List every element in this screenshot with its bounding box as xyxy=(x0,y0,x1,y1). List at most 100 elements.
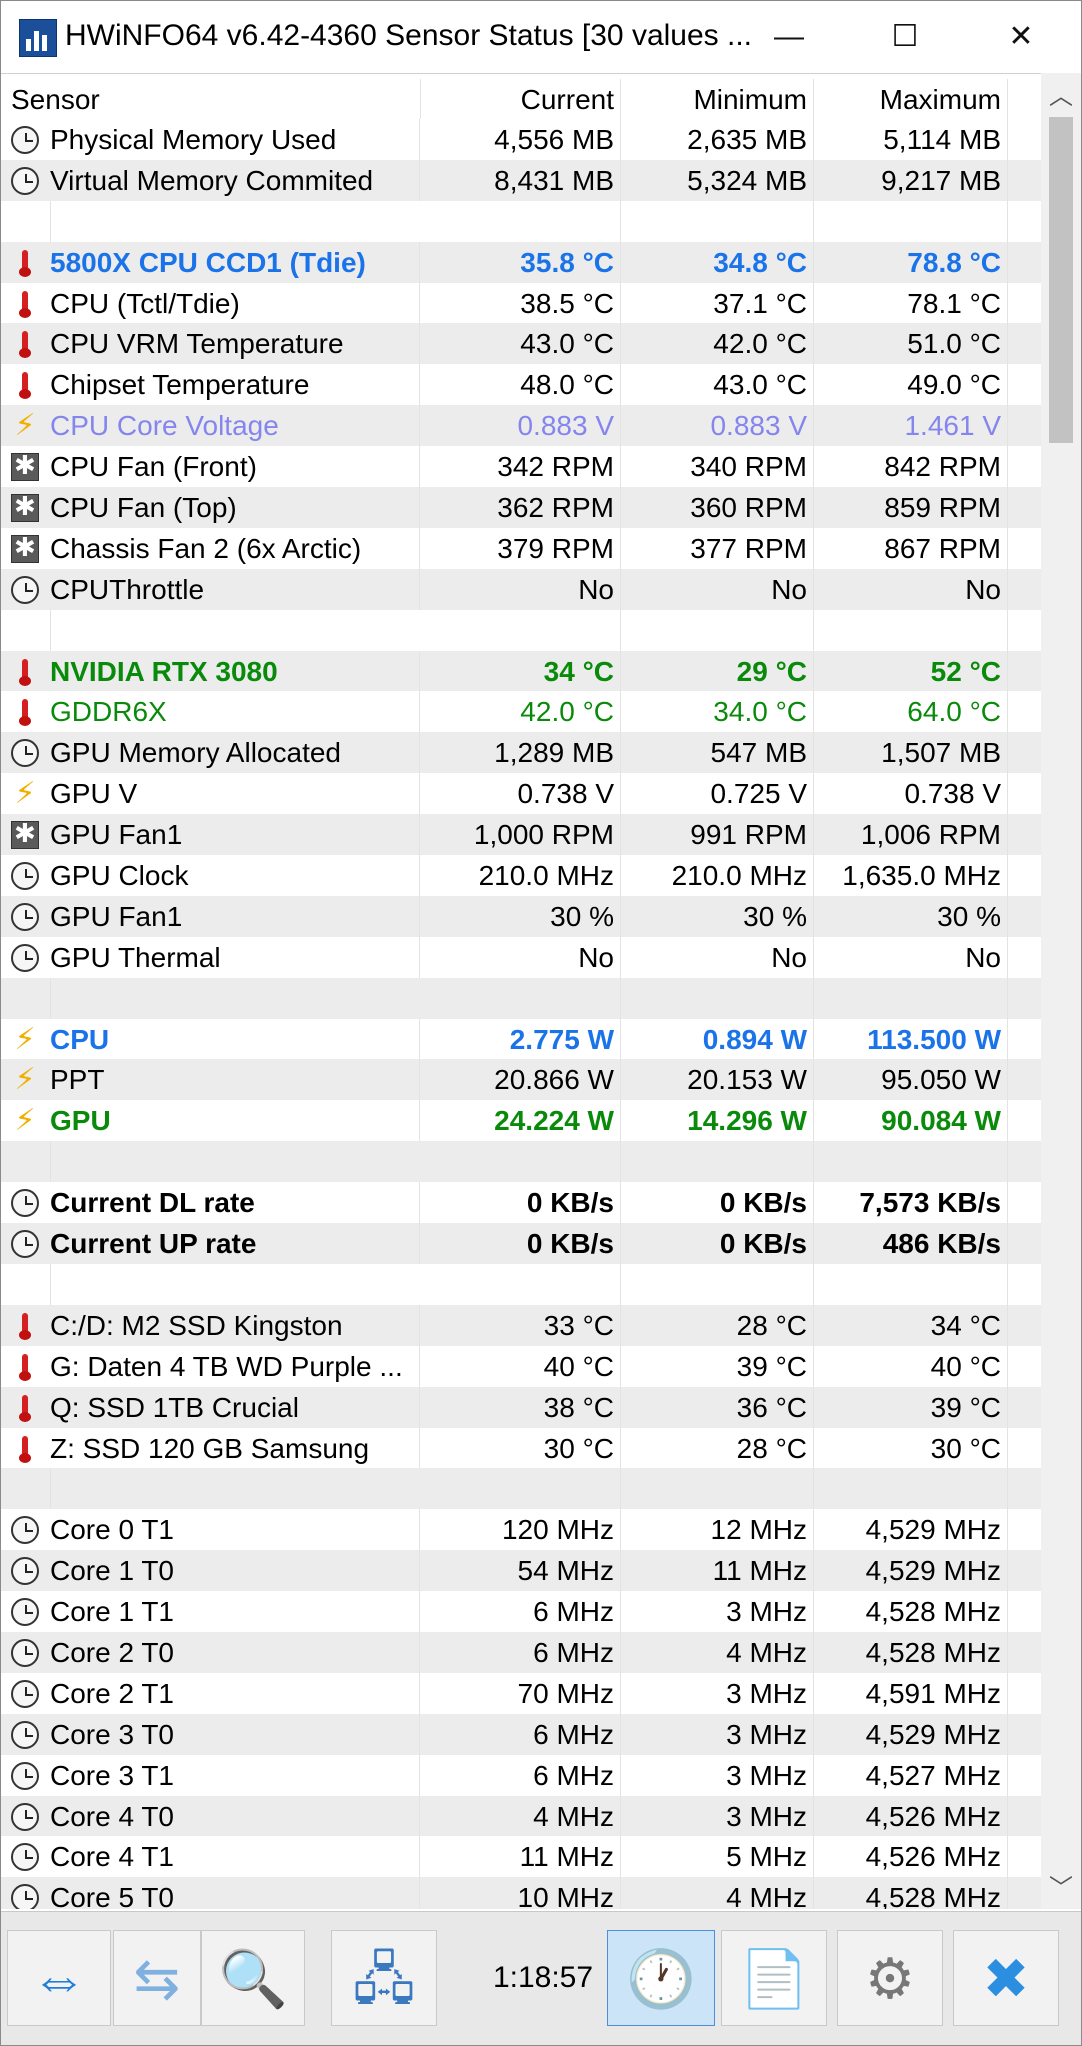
sensor-row[interactable]: ⚡ GPU 24.224 W 14.296 W 90.084 W xyxy=(1,1100,1041,1142)
maximum-value: 9,217 MB xyxy=(814,159,1008,201)
thermometer-icon xyxy=(11,1435,39,1463)
maximum-value: 4,529 MHz xyxy=(814,1713,1008,1755)
current-value: 0 KB/s xyxy=(421,1182,621,1224)
lightning-icon: ⚡ xyxy=(14,1022,36,1056)
maximum-value: 842 RPM xyxy=(814,446,1008,488)
sensor-row[interactable]: Core 3 T0 6 MHz 3 MHz 4,529 MHz xyxy=(1,1713,1041,1755)
sensor-row[interactable]: C:/D: M2 SSD Kingston 33 °C 28 °C 34 °C xyxy=(1,1304,1041,1346)
sensor-row[interactable]: Core 3 T1 6 MHz 3 MHz 4,527 MHz xyxy=(1,1754,1041,1796)
scroll-up-icon[interactable]: ︿ xyxy=(1049,83,1073,110)
column-header-sensor[interactable]: Sensor xyxy=(1,79,421,119)
sensor-row[interactable]: Chipset Temperature 48.0 °C 43.0 °C 49.0 °C xyxy=(1,364,1041,406)
sensor-row[interactable]: ⚡ GPU V 0.738 V 0.725 V 0.738 V xyxy=(1,773,1041,815)
sensor-name: GDDR6X xyxy=(50,691,420,733)
sensor-row[interactable]: GPU Clock 210.0 MHz 210.0 MHz 1,635.0 MHz xyxy=(1,855,1041,896)
maximize-button[interactable]: ☐ xyxy=(891,20,919,53)
column-header-row: Sensor Current Minimum Maximum xyxy=(1,79,1041,119)
current-value: 120 MHz xyxy=(421,1509,621,1551)
sensor-row[interactable]: CPU (Tctl/Tdie) 38.5 °C 37.1 °C 78.1 °C xyxy=(1,282,1041,324)
current-value: 6 MHz xyxy=(421,1591,621,1632)
sensor-row[interactable]: CPUThrottle No No No xyxy=(1,568,1041,610)
sensor-row[interactable]: 5800X CPU CCD1 (Tdie) 35.8 °C 34.8 °C 78.8 … xyxy=(1,241,1041,283)
column-header-current[interactable]: Current xyxy=(421,79,621,119)
current-value: 342 RPM xyxy=(421,446,621,488)
sensor-row[interactable]: ⚡ PPT 20.866 W 20.153 W 95.050 W xyxy=(1,1059,1041,1101)
sensor-name: CPU (Tctl/Tdie) xyxy=(50,282,420,324)
sensor-row[interactable]: Core 2 T0 6 MHz 4 MHz 4,528 MHz xyxy=(1,1631,1041,1673)
minimum-value: 0.725 V xyxy=(621,773,814,815)
sensor-name: CPU Core Voltage xyxy=(50,405,420,447)
sensor-name: CPU Fan (Front) xyxy=(50,446,420,488)
collapse-arrows-button[interactable]: ⇆ xyxy=(113,1930,201,2026)
sensor-row[interactable]: Core 0 T1 120 MHz 12 MHz 4,529 MHz xyxy=(1,1509,1041,1551)
window-title: HWiNFO64 v6.42-4360 Sensor Status [30 va… xyxy=(65,19,752,52)
sensor-name: GPU Fan1 xyxy=(50,895,420,937)
current-value: 30 °C xyxy=(421,1427,621,1469)
sensor-row[interactable]: GPU Thermal No No No xyxy=(1,936,1041,978)
minimum-value: 991 RPM xyxy=(621,814,814,856)
current-value: 379 RPM xyxy=(421,527,621,569)
sensor-row[interactable]: GDDR6X 42.0 °C 34.0 °C 64.0 °C xyxy=(1,691,1041,733)
close-sensors-button[interactable]: ✖ xyxy=(953,1930,1059,2026)
clock-icon xyxy=(11,1189,39,1218)
maximum-value: 4,527 MHz xyxy=(814,1754,1008,1796)
maximum-value: 486 KB/s xyxy=(814,1223,1008,1264)
clock-reset-button[interactable]: 🕐 xyxy=(607,1930,715,2026)
sensor-row[interactable]: NVIDIA RTX 3080 34 °C 29 °C 52 °C xyxy=(1,650,1041,692)
minimum-value: 28 °C xyxy=(621,1427,814,1469)
minimum-value: 39 °C xyxy=(621,1345,814,1387)
minimum-value: 4 MHz xyxy=(621,1631,814,1673)
sensor-row[interactable]: Core 1 T0 54 MHz 11 MHz 4,529 MHz xyxy=(1,1550,1041,1592)
scroll-down-icon[interactable]: ﹀ xyxy=(1049,1875,1073,1902)
current-value: 210.0 MHz xyxy=(421,855,621,896)
sensor-name: Core 4 T0 xyxy=(50,1795,420,1837)
clock-icon xyxy=(11,1802,39,1831)
minimize-button[interactable]: — xyxy=(774,20,804,53)
maximum-value: 30 % xyxy=(814,895,1008,937)
sensor-row[interactable]: Virtual Memory Commited 8,431 MB 5,324 MB 9… xyxy=(1,159,1041,201)
column-header-maximum[interactable]: Maximum xyxy=(814,79,1008,119)
vertical-scrollbar[interactable]: ︿ ﹀ xyxy=(1041,73,1081,1909)
separator-row xyxy=(1,977,1041,1019)
minimum-value: 0.883 V xyxy=(621,405,814,447)
maximum-value: 0.738 V xyxy=(814,773,1008,815)
sensor-row[interactable]: Physical Memory Used 4,556 MB 2,635 MB 5,11… xyxy=(1,119,1041,160)
lightning-icon: ⚡ xyxy=(14,1063,36,1097)
sensor-row[interactable]: Z: SSD 120 GB Samsung 30 °C 28 °C 30 °C xyxy=(1,1427,1041,1469)
sensor-row[interactable]: ⚡ CPU Core Voltage 0.883 V 0.883 V 1.461 V xyxy=(1,405,1041,447)
sensor-row[interactable]: Core 1 T1 6 MHz 3 MHz 4,528 MHz xyxy=(1,1591,1041,1632)
minimum-value: 12 MHz xyxy=(621,1509,814,1551)
expand-arrows-button[interactable]: ⇔ xyxy=(7,1930,111,2026)
sensor-row[interactable]: Q: SSD 1TB Crucial 38 °C 36 °C 39 °C xyxy=(1,1386,1041,1428)
sensor-name: Chipset Temperature xyxy=(50,364,420,406)
sensor-row[interactable]: Core 4 T0 4 MHz 3 MHz 4,526 MHz xyxy=(1,1795,1041,1837)
clock-icon xyxy=(11,575,39,604)
current-value: 0.883 V xyxy=(421,405,621,447)
sensor-name: Virtual Memory Commited xyxy=(50,159,420,201)
minimum-value: 37.1 °C xyxy=(621,282,814,324)
settings-button[interactable]: ⚙ xyxy=(837,1930,943,2026)
monitor-search-button[interactable]: 🔍 xyxy=(201,1930,305,2026)
close-window-button[interactable]: ✕ xyxy=(1008,20,1034,53)
current-value: 40 °C xyxy=(421,1345,621,1387)
logging-button[interactable]: 📄 xyxy=(721,1930,827,2026)
sensor-row[interactable]: Current UP rate 0 KB/s 0 KB/s 486 KB/s xyxy=(1,1223,1041,1264)
sensor-row[interactable]: Core 5 T0 10 MHz 4 MHz 4,528 MHz xyxy=(1,1877,1041,1909)
sensor-row[interactable]: Core 4 T1 11 MHz 5 MHz 4,526 MHz xyxy=(1,1836,1041,1878)
sensor-row[interactable]: GPU Fan1 30 % 30 % 30 % xyxy=(1,895,1041,937)
column-header-minimum[interactable]: Minimum xyxy=(621,79,814,119)
sensor-row[interactable]: Core 2 T1 70 MHz 3 MHz 4,591 MHz xyxy=(1,1672,1041,1714)
sensor-row[interactable]: ⚡ CPU 2.775 W 0.894 W 113.500 W xyxy=(1,1018,1041,1060)
sensor-row[interactable]: CPU VRM Temperature 43.0 °C 42.0 °C 51.0 °C xyxy=(1,323,1041,365)
clock-icon xyxy=(11,943,39,972)
sensor-row[interactable]: GPU Memory Allocated 1,289 MB 547 MB 1,507 … xyxy=(1,732,1041,774)
sensor-row[interactable]: G: Daten 4 TB WD Purple ... 40 °C 39 °C 40 … xyxy=(1,1345,1041,1387)
network-computers-button[interactable]: 🖧 xyxy=(331,1930,437,2026)
scrollbar-thumb[interactable] xyxy=(1049,117,1073,443)
sensor-row[interactable]: Current DL rate 0 KB/s 0 KB/s 7,573 KB/s xyxy=(1,1182,1041,1224)
current-value: 54 MHz xyxy=(421,1550,621,1592)
